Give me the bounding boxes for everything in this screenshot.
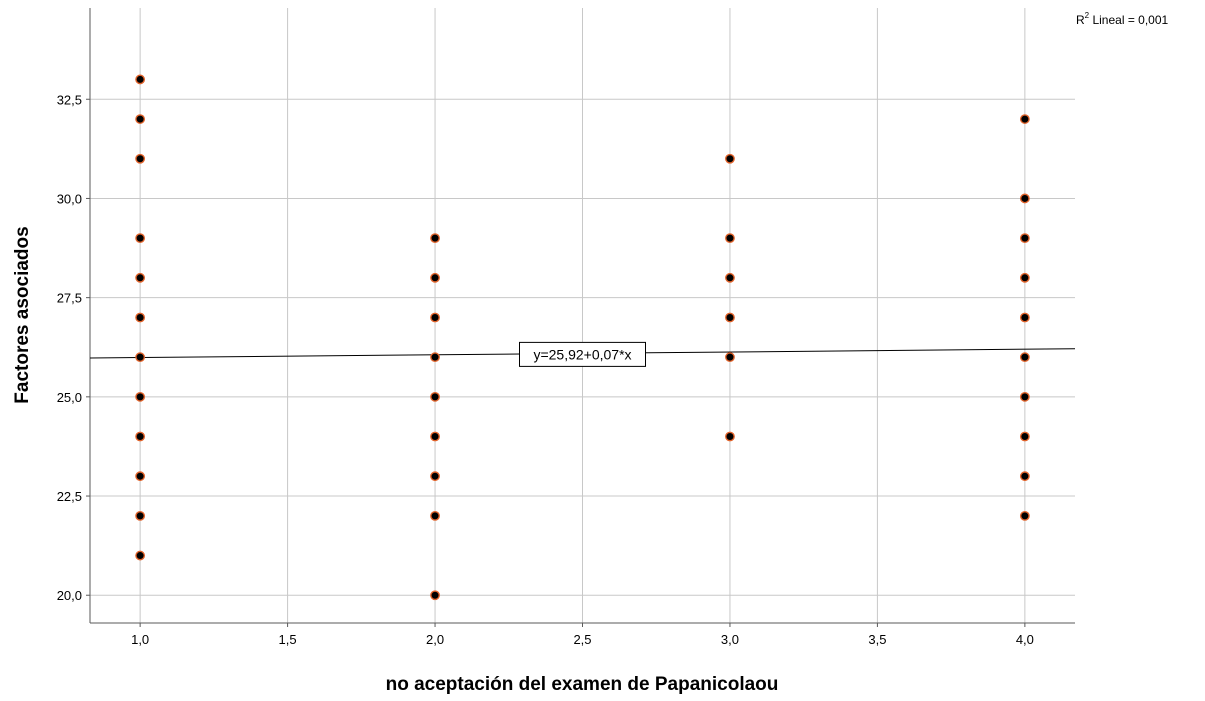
data-point — [1019, 510, 1030, 521]
data-point — [135, 550, 146, 561]
data-point — [1019, 233, 1030, 244]
data-point — [1019, 471, 1030, 482]
data-point — [430, 510, 440, 521]
data-point — [430, 471, 440, 482]
y-tick-label: 25,0 — [57, 390, 82, 405]
data-point — [430, 312, 440, 323]
r2-superscript: 2 — [1085, 11, 1090, 20]
data-point — [135, 431, 146, 442]
data-point — [135, 391, 146, 402]
data-point — [135, 153, 146, 164]
data-point — [725, 431, 735, 442]
y-tick-labels: 20,0 22,5 25,0 27,5 30,0 32,5 — [57, 92, 90, 603]
grid — [90, 8, 1075, 623]
r2-label: R2 Lineal = 0,001 — [1076, 11, 1169, 27]
data-point — [135, 74, 146, 85]
x-tick-label: 2,0 — [426, 632, 444, 647]
x-tick-label: 3,5 — [868, 632, 886, 647]
data-point — [1019, 272, 1030, 283]
x-tick-label: 1,0 — [131, 632, 149, 647]
equation-label-group: y=25,92+0,07*x — [519, 341, 646, 367]
data-point — [135, 272, 146, 283]
data-point — [430, 352, 440, 363]
data-point — [135, 471, 146, 482]
data-points — [135, 74, 1030, 601]
y-tick-label: 32,5 — [57, 92, 82, 107]
y-tick-label: 20,0 — [57, 588, 82, 603]
data-point — [1019, 193, 1030, 204]
data-point — [725, 312, 735, 323]
data-point — [430, 431, 440, 442]
data-point — [430, 272, 440, 283]
x-tick-label: 2,5 — [573, 632, 591, 647]
x-tick-label: 1,5 — [279, 632, 297, 647]
data-point — [135, 233, 146, 244]
data-point — [430, 391, 440, 402]
y-tick-label: 22,5 — [57, 489, 82, 504]
data-point — [1019, 114, 1030, 124]
x-axis-title: no aceptación del examen de Papanicolaou — [386, 674, 779, 695]
x-tick-label: 4,0 — [1016, 632, 1034, 647]
y-axis-title: Factores asociados — [12, 226, 33, 403]
x-tick-labels: 1,0 1,5 2,0 2,5 3,0 3,5 4,0 — [131, 623, 1034, 647]
data-point — [1019, 352, 1030, 363]
data-point — [135, 114, 146, 124]
y-tick-label: 27,5 — [57, 291, 82, 306]
equation-label-box — [519, 341, 646, 367]
data-point — [725, 153, 735, 164]
data-point — [430, 233, 440, 244]
data-point — [1019, 312, 1030, 323]
data-point — [1019, 431, 1030, 442]
data-point — [135, 510, 146, 521]
equation-label: y=25,92+0,07*x — [533, 346, 631, 362]
data-point — [1019, 391, 1030, 402]
x-tick-label: 3,0 — [721, 632, 739, 647]
data-point — [135, 312, 146, 323]
r2-prefix: R — [1076, 13, 1085, 27]
data-point — [135, 352, 146, 363]
data-point — [430, 590, 440, 601]
data-point — [725, 272, 735, 283]
y-tick-label: 30,0 — [57, 191, 82, 206]
data-point — [725, 233, 735, 244]
r2-value: Lineal = 0,001 — [1089, 13, 1168, 27]
data-point — [725, 352, 735, 363]
